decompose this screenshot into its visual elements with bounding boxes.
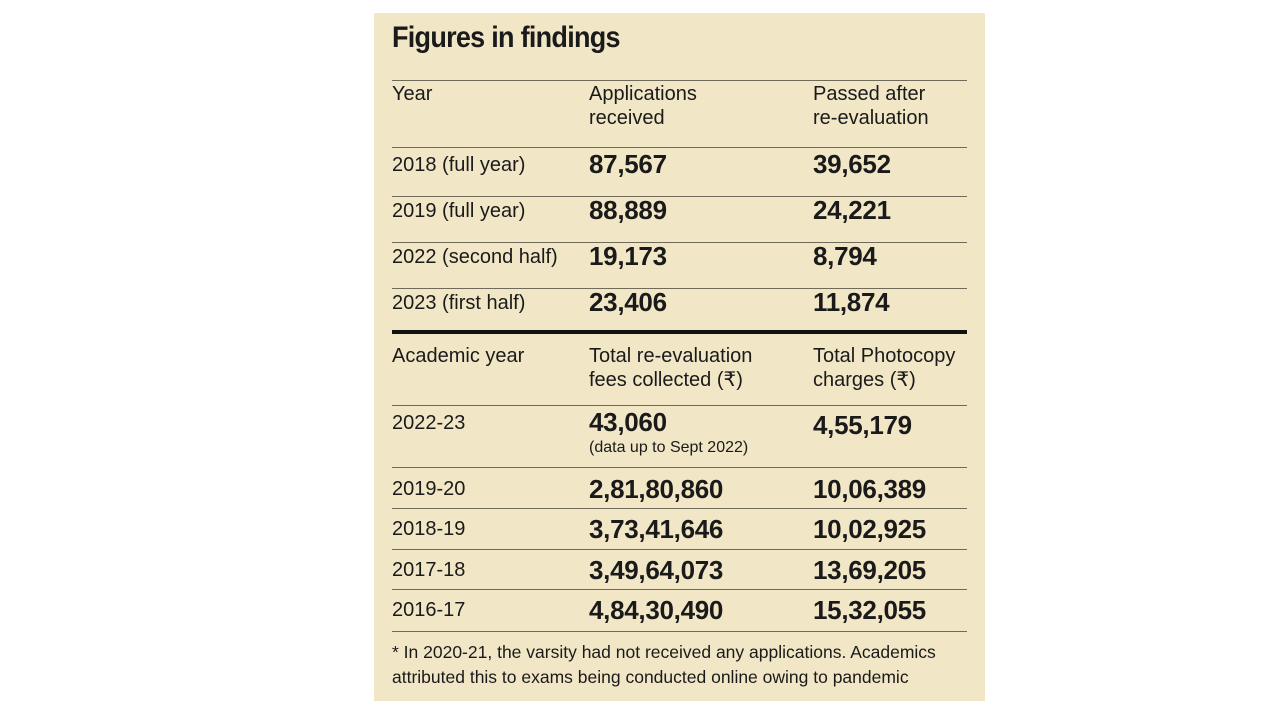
divider [392,508,967,509]
table-row-applications: 19,173 [589,241,667,271]
findings-card: Figures in findings Year Applications re… [374,13,985,701]
divider [392,589,967,590]
divider [392,147,967,148]
header-year: Year [392,83,433,105]
header-photocopy: Total Photocopy charges (₹) [813,345,956,391]
table-row-photocopy: 10,06,389 [813,474,926,504]
table-row-year: 2018 (full year) [392,154,526,176]
table-row-fees: 2,81,80,860 [589,474,724,504]
table-row-fees: 43,060 [589,407,667,437]
table-row-passed: 39,652 [813,149,891,179]
divider [392,80,967,81]
divider [392,242,967,243]
table-row-fees: 3,73,41,646 [589,514,724,544]
divider [392,196,967,197]
table-row-year: 2023 (first half) [392,292,526,314]
table-row-passed: 24,221 [813,195,891,225]
table-row-photocopy: 4,55,179 [813,410,912,440]
table-row-year: 2022-23 [392,412,466,434]
table-row-fees: 3,49,64,073 [589,555,724,585]
table-row-applications: 23,406 [589,287,667,317]
header-academic-year: Academic year [392,345,525,367]
table-row-year: 2016-17 [392,599,466,621]
footnote: * In 2020-21, the varsity had not receiv… [392,642,936,687]
table-row-year: 2019-20 [392,478,466,500]
divider [392,549,967,550]
card-title: Figures in findings [392,21,621,54]
table-row-year: 2017-18 [392,559,466,581]
table-row-passed: 11,874 [813,287,890,317]
section-divider [392,330,967,334]
divider [392,631,967,632]
divider [392,405,967,406]
table-row-year: 2018-19 [392,518,466,540]
table-row-photocopy: 10,02,925 [813,514,926,544]
header-fees: Total re-evaluation fees collected (₹) [589,345,753,391]
divider [392,467,967,468]
table-row-year: 2019 (full year) [392,200,526,222]
table-row-photocopy: 15,32,055 [813,595,926,625]
table-row-year: 2022 (second half) [392,246,558,268]
header-passed: Passed after re-evaluation [813,83,929,129]
table-row-fees: 4,84,30,490 [589,595,724,625]
divider [392,288,967,289]
table-row-note: (data up to Sept 2022) [589,439,749,456]
table-row-applications: 88,889 [589,195,667,225]
table-row-applications: 87,567 [589,149,667,179]
header-applications: Applications received [589,83,697,129]
table-row-photocopy: 13,69,205 [813,555,926,585]
table-row-passed: 8,794 [813,241,877,271]
